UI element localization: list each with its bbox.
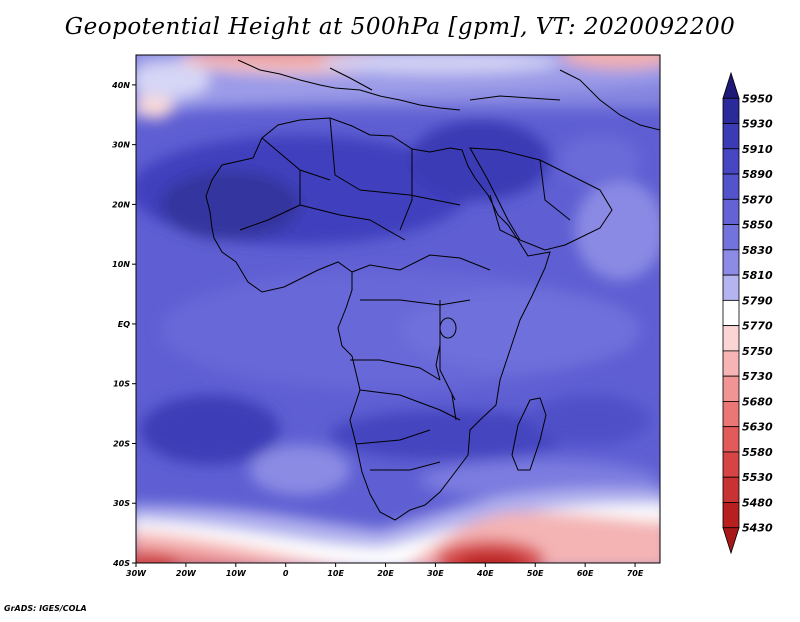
colorbar-level-label: 5630 xyxy=(742,421,773,434)
colorbar-cell xyxy=(722,476,740,503)
map-title: Geopotential Height at 500hPa [gpm], VT:… xyxy=(64,14,736,40)
colorbar-level-label: 5770 xyxy=(742,320,773,333)
colorbar-level-label: 5810 xyxy=(742,269,773,282)
lat-tick-label: 10N xyxy=(112,260,130,269)
colorbar-bottom-arrow xyxy=(722,527,740,555)
colorbar-top-arrow xyxy=(722,71,740,99)
colorbar-cell xyxy=(722,299,740,327)
lon-tick-label: 30W xyxy=(126,569,147,578)
colorbar-level-label: 5430 xyxy=(742,522,773,535)
colorbar-cell xyxy=(722,97,740,124)
colorbar-cell xyxy=(722,502,740,529)
colorbar-level-label: 5950 xyxy=(742,92,773,105)
colorbar-level-label: 5480 xyxy=(742,496,773,509)
lon-tick-label: 60E xyxy=(577,569,594,578)
colorbar-cell xyxy=(722,401,740,428)
longitude-axis: 30W 20W 10W 0 10E 20E 30E 40E 50E 60E 70E xyxy=(126,563,644,578)
lon-tick-label: 20E xyxy=(377,569,394,578)
colorbar-cell xyxy=(722,375,740,402)
colorbar-cell xyxy=(722,451,740,478)
colorbar-cell xyxy=(722,224,740,251)
colorbar-level-label: 5910 xyxy=(742,143,773,156)
lat-tick-label: 40N xyxy=(111,81,130,90)
colorbar-level-label: 5930 xyxy=(742,118,773,131)
lon-tick-label: 50E xyxy=(527,569,544,578)
colorbar-level-label: 5850 xyxy=(742,219,773,232)
coastlines xyxy=(205,59,660,521)
lat-tick-label: 20S xyxy=(113,439,130,448)
colorbar-cell xyxy=(722,350,740,377)
lat-tick-label: 30N xyxy=(112,141,130,150)
colorbar-level-label: 5830 xyxy=(742,244,773,257)
plot-frame xyxy=(135,54,661,564)
lon-tick-label: 10E xyxy=(327,569,344,578)
colorbar-cell xyxy=(722,249,740,276)
colorbar-level-label: 5530 xyxy=(742,471,773,484)
colorbar-cell xyxy=(722,173,740,200)
latitude-axis: 40N 30N 20N 10N EQ 10S 20S 30S 40S xyxy=(111,81,136,568)
colorbar-cell xyxy=(722,198,740,225)
colorbar-level-label: 5750 xyxy=(742,345,773,358)
lon-tick-label: 20W xyxy=(176,569,197,578)
colorbar-level-label: 5680 xyxy=(742,395,773,408)
lat-tick-label: EQ xyxy=(118,320,130,329)
height-field xyxy=(136,55,660,563)
colorbar-cell xyxy=(722,325,740,352)
colorbar-cell xyxy=(722,123,740,150)
colorbar-cell xyxy=(722,148,740,175)
colorbar-level-label: 5730 xyxy=(742,370,773,383)
lat-tick-label: 40S xyxy=(112,559,130,568)
colorbar-cell xyxy=(722,426,740,453)
lat-tick-label: 30S xyxy=(113,499,130,508)
lon-tick-label: 70E xyxy=(627,569,644,578)
lon-tick-label: 0 xyxy=(283,569,289,578)
lat-tick-label: 20N xyxy=(112,200,130,209)
colorbar-level-label: 5580 xyxy=(742,446,773,459)
grads-credit: GrADS: IGES/COLA xyxy=(4,604,87,613)
colorbar-level-label: 5890 xyxy=(742,168,773,181)
lon-tick-label: 30E xyxy=(427,569,444,578)
lat-tick-label: 10S xyxy=(113,380,130,389)
lon-tick-label: 10W xyxy=(226,569,247,578)
lon-tick-label: 40E xyxy=(476,569,494,578)
colorbar-level-label: 5790 xyxy=(742,294,773,307)
colorbar-cell xyxy=(722,274,740,301)
colorbar-level-label: 5870 xyxy=(742,193,773,206)
colorbar: 5950 5930 5910 5890 5870 5850 5830 5810 5790 5770… xyxy=(722,71,773,555)
